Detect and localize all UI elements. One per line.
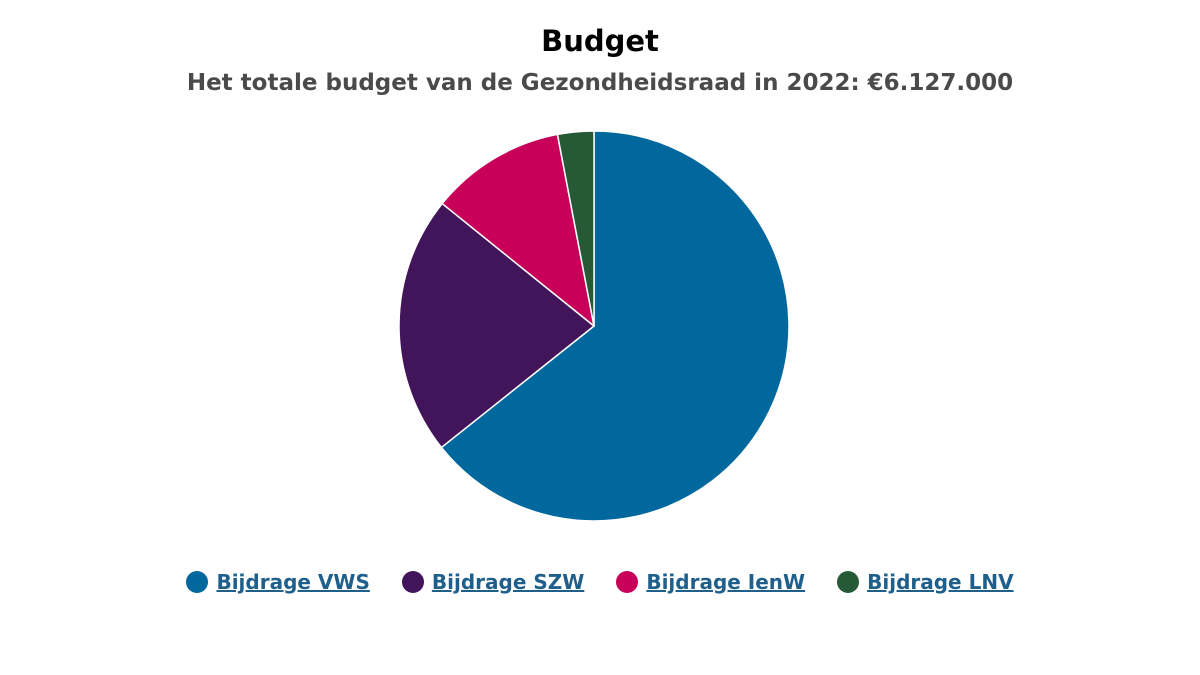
pie-slice-bijdrage-ienw[interactable] (441, 133, 595, 327)
legend-item-bijdrage-ienw[interactable]: Bijdrage IenW (616, 570, 805, 594)
legend-marker-icon (616, 571, 639, 593)
chart-subtitle: Het totale budget van de Gezondheidsraad… (186, 70, 1014, 96)
legend-label: Bijdrage IenW (646, 570, 806, 594)
pie-slice-bijdrage-szw[interactable] (398, 202, 595, 449)
legend: Bijdrage VWS Bijdrage SZW Bijdrage IenW Bij… (0, 570, 1200, 594)
legend-label: Bijdrage SZW (431, 570, 585, 594)
legend-marker-icon (401, 571, 424, 593)
legend-label: Bijdrage VWS (216, 570, 370, 594)
chart-title: Budget (541, 24, 659, 58)
legend-item-bijdrage-lnv[interactable]: Bijdrage LNV (837, 570, 1014, 594)
legend-item-bijdrage-vws[interactable]: Bijdrage VWS (186, 570, 370, 594)
pie-slice-bijdrage-lnv[interactable] (556, 130, 595, 327)
pie-slice-bijdrage-vws[interactable] (440, 130, 790, 522)
legend-marker-icon (837, 571, 860, 593)
legend-label: Bijdrage LNV (867, 570, 1014, 594)
legend-item-bijdrage-szw[interactable]: Bijdrage SZW (401, 570, 585, 594)
legend-marker-icon (186, 571, 209, 593)
